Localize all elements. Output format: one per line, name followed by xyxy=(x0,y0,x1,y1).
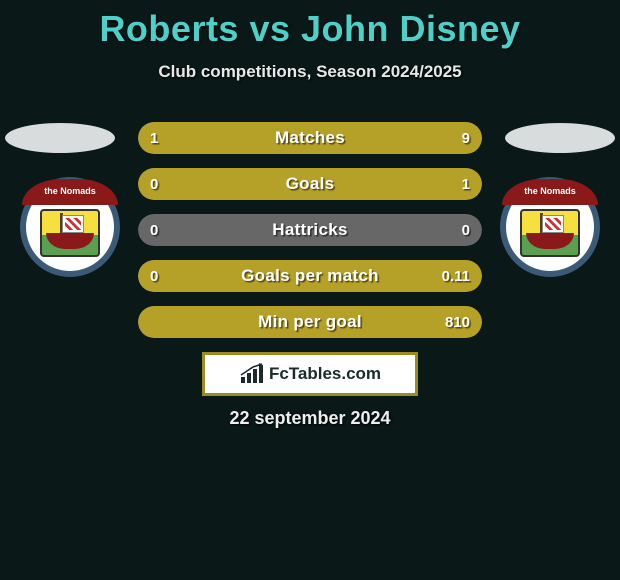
stat-bar-row: 00.11Goals per match xyxy=(138,260,482,292)
right-club-badge: the Nomads xyxy=(500,177,600,277)
badge-ship-right xyxy=(520,209,580,257)
left-club-badge: the Nomads xyxy=(20,177,120,277)
badge-ship-left xyxy=(40,209,100,257)
stat-bar-row: 01Goals xyxy=(138,168,482,200)
bar-label: Min per goal xyxy=(138,306,482,338)
stat-bar-row: 19Matches xyxy=(138,122,482,154)
brand-text: FcTables.com xyxy=(269,364,381,384)
badge-banner-left: the Nomads xyxy=(22,179,118,205)
stat-bar-row: 810Min per goal xyxy=(138,306,482,338)
date-text: 22 september 2024 xyxy=(0,408,620,429)
bar-label: Goals xyxy=(138,168,482,200)
bar-label: Hattricks xyxy=(138,214,482,246)
page-title: Roberts vs John Disney xyxy=(0,0,620,50)
bar-label: Goals per match xyxy=(138,260,482,292)
stat-bar-row: 00Hattricks xyxy=(138,214,482,246)
brand-chart-icon xyxy=(239,363,265,385)
bar-label: Matches xyxy=(138,122,482,154)
left-oval-shape xyxy=(5,123,115,153)
comparison-bars: 19Matches 01Goals 00Hattricks 00.11Goals pe… xyxy=(138,122,482,338)
right-oval-shape xyxy=(505,123,615,153)
brand-box: FcTables.com xyxy=(202,352,418,396)
subtitle: Club competitions, Season 2024/2025 xyxy=(0,62,620,82)
badge-banner-right: the Nomads xyxy=(502,179,598,205)
